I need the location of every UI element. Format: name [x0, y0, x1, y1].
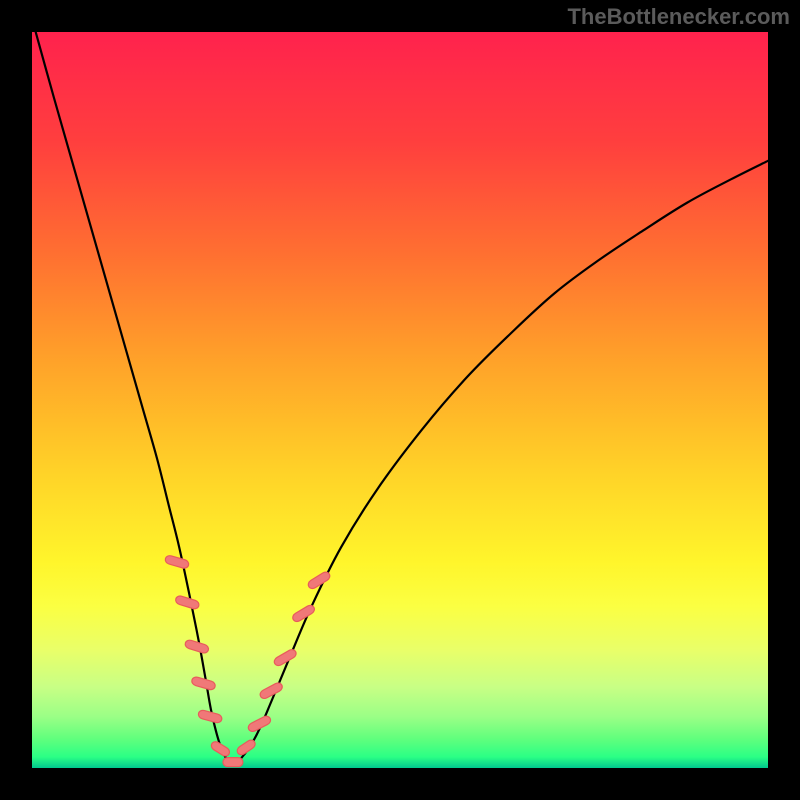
- chart-outer-frame: TheBottlenecker.com: [0, 0, 800, 800]
- chart-background: [32, 32, 768, 768]
- watermark-text: TheBottlenecker.com: [567, 4, 790, 30]
- bottleneck-chart: [32, 32, 768, 768]
- marker-6: [223, 758, 243, 767]
